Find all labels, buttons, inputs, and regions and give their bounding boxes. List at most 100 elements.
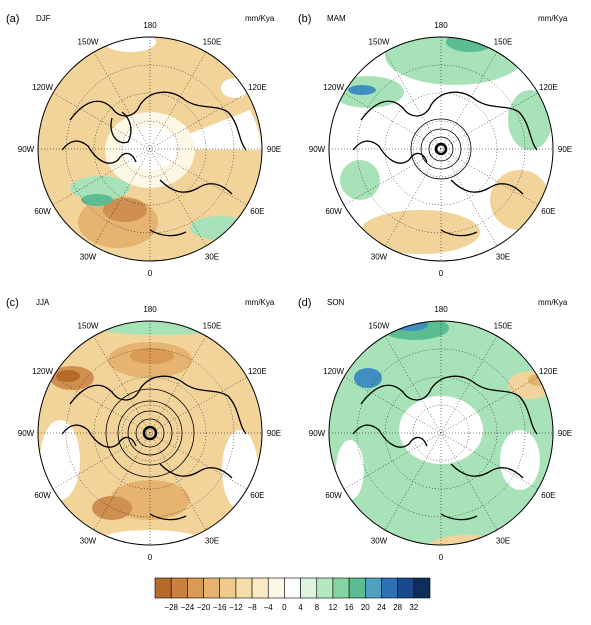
longitude-label: 60W [34,207,51,216]
longitude-label: 180 [434,305,448,314]
longitude-label: 120E [539,367,558,376]
panel-label: (d) [298,297,311,309]
longitude-label: 60E [541,207,555,216]
longitude-label: 120W [32,83,53,92]
longitude-label: 0 [439,269,444,278]
season-label: DJF [36,14,51,23]
colorbar-tick-label: 24 [377,603,386,612]
longitude-label: 60E [250,491,264,500]
panel-a: (a) DJF mm/Kya [6,13,275,262]
pole-marker-b [434,142,448,156]
graticule-c [38,321,262,545]
longitude-label: 30E [205,536,219,545]
panel-label: (b) [298,13,311,25]
colorbar-swatch [219,577,237,599]
colorbar-tick-label: −12 [229,603,243,612]
longitude-label: 30W [80,536,97,545]
pole-contours-c [105,388,195,478]
longitude-label: 60E [250,207,264,216]
longitude-label: 90E [267,145,281,154]
longitude-labels-d: 180 150E 120E 90E 60E 30E 0 30W 60W 90W 120W 150W [309,305,572,562]
colorbar-swatch [203,577,221,599]
longitude-labels-b: 180 150E 120E 90E 60E 30E 0 30W 60W 90W 120W 150W [309,21,572,278]
longitude-label: 150W [78,38,99,47]
colorbar-swatch [316,577,334,599]
longitude-label: 150E [494,38,513,47]
coastlines-d [352,375,538,521]
longitude-label: 30E [496,252,510,261]
panel-label: (a) [6,13,19,25]
colorbar-swatch [251,577,269,599]
colorbar-swatch [284,577,301,599]
longitude-label: 0 [439,553,444,562]
colorbar-tick-label: 4 [298,603,303,612]
graticule-a [38,37,262,261]
colorbar-tick-label: −20 [197,603,211,612]
panel-label: (c) [6,297,19,309]
longitude-label: 90W [18,429,35,438]
longitude-label: 150E [203,322,222,331]
longitude-label: 90W [309,145,326,154]
longitude-label: 120W [32,367,53,376]
season-label: SON [327,298,345,307]
panel-d: (d) SON mm/Kya [298,297,568,546]
colorbar-swatch [170,577,188,599]
colorbar-tick-label: 12 [328,603,337,612]
longitude-label: 30W [371,252,388,261]
longitude-labels-a: 180 150E 120E 90E 60E 30E 0 30W 60W 90W 120W 150W [18,21,281,278]
colorbar-swatch [300,577,318,599]
map-border-b [328,36,554,262]
units-label: mm/Kya [538,298,568,307]
longitude-label: 120E [539,83,558,92]
longitude-label: 120E [248,83,267,92]
longitude-label: 30E [205,252,219,261]
colorbar-swatch [187,577,204,599]
longitude-label: 60E [541,491,555,500]
graticule-b [329,37,553,261]
colorbar-swatch [413,577,431,599]
longitude-label: 180 [434,21,448,30]
pole-marker-c [142,425,158,441]
longitude-label: 30E [496,536,510,545]
coastlines-a [61,91,247,237]
longitude-label: 150W [78,322,99,331]
colorbar-swatch [364,577,382,599]
colorbar-tick-label: −8 [248,603,258,612]
units-label: mm/Kya [538,14,568,23]
longitude-label: 90E [558,145,572,154]
colorbar-swatch [348,577,366,599]
longitude-label: 150W [369,322,390,331]
colorbar-tick-label: 20 [361,603,370,612]
map-border-d [328,320,554,546]
graticule-d [329,321,553,545]
longitude-label: 30W [371,536,388,545]
longitude-label: 60W [325,207,342,216]
map-border-c [37,320,263,546]
colorbar-swatch [235,577,253,599]
season-label: MAM [327,14,346,23]
colorbar-tick-label: 8 [315,603,320,612]
longitude-label: 30W [80,252,97,261]
colorbar-tick-label: 16 [345,603,354,612]
longitude-label: 60W [325,491,342,500]
longitude-label: 120E [248,367,267,376]
season-label: JJA [36,298,50,307]
panel-c: (c) JJA mm/Kya [6,297,275,546]
colorbar-tick-label: 0 [282,603,287,612]
longitude-label: 0 [148,553,153,562]
longitude-label: 180 [143,21,157,30]
colorbar-swatch [267,577,285,599]
colorbar-tick-label: 28 [393,603,402,612]
longitude-label: 60W [34,491,51,500]
longitude-label: 120W [323,367,344,376]
colorbar-tick-label: −28 [164,603,178,612]
colorbar-tick-label: −24 [181,603,195,612]
colorbar-tick-label: −16 [213,603,227,612]
longitude-labels-c: 180 150E 120E 90E 60E 30E 0 30W 60W 90W 120W 150W [18,305,281,562]
units-label: mm/Kya [245,14,275,23]
longitude-label: 90E [558,429,572,438]
panel-b: (b) MAM mm/Kya [298,13,568,262]
longitude-label: 90E [267,429,281,438]
units-label: mm/Kya [245,298,275,307]
